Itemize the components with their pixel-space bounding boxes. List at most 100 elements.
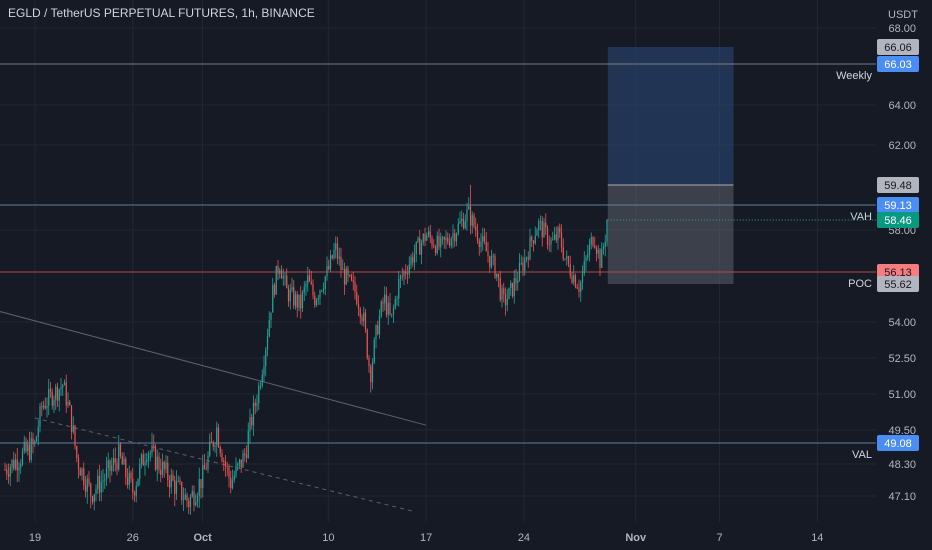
candle xyxy=(392,304,395,323)
candle xyxy=(364,308,367,333)
candle xyxy=(335,236,337,259)
candle xyxy=(345,265,347,286)
candle xyxy=(504,287,507,316)
candle xyxy=(319,289,321,306)
candle xyxy=(123,452,125,465)
x-tick-label: 26 xyxy=(127,532,139,544)
candle xyxy=(44,397,46,410)
x-tick-label: 7 xyxy=(716,532,722,544)
candle xyxy=(202,454,204,498)
candle xyxy=(275,265,277,295)
candle xyxy=(385,286,388,318)
time-axis[interactable]: 19 26 Oct 10 17 24 Nov 7 14 xyxy=(0,522,876,550)
candle xyxy=(461,210,463,227)
position-target-zone[interactable] xyxy=(607,47,734,185)
candle xyxy=(231,469,234,490)
candle xyxy=(513,270,515,304)
candle xyxy=(473,212,475,229)
candle xyxy=(408,256,410,279)
candle xyxy=(454,229,456,247)
candle xyxy=(158,452,160,474)
candle xyxy=(289,283,291,310)
candle xyxy=(254,398,256,415)
candle xyxy=(224,455,227,477)
candle xyxy=(160,458,162,483)
candle xyxy=(74,424,76,450)
candle xyxy=(587,245,589,261)
candle xyxy=(357,295,360,317)
candle xyxy=(83,462,85,490)
candle xyxy=(81,467,83,481)
candle xyxy=(476,223,479,245)
candle xyxy=(574,273,577,289)
candle xyxy=(321,289,323,293)
candle xyxy=(438,228,440,251)
candle xyxy=(483,228,486,245)
candle xyxy=(196,492,199,508)
candle xyxy=(492,253,494,266)
y-tick-label: 52.50 xyxy=(888,353,916,365)
long-position-tool[interactable] xyxy=(607,47,734,284)
candle xyxy=(475,217,477,237)
position-stop-zone[interactable] xyxy=(607,185,734,284)
candle xyxy=(440,232,442,258)
candle xyxy=(602,243,605,255)
candle xyxy=(296,291,298,318)
candle xyxy=(356,284,358,306)
candle xyxy=(263,355,265,382)
candle xyxy=(32,432,34,454)
candle xyxy=(58,388,60,412)
candle xyxy=(230,470,232,494)
candle xyxy=(149,449,151,462)
candle xyxy=(153,434,155,452)
candle xyxy=(291,277,293,293)
candle xyxy=(546,225,549,250)
candle xyxy=(93,493,95,511)
candle xyxy=(144,453,146,476)
candle xyxy=(259,380,262,390)
candle xyxy=(279,267,281,279)
candle xyxy=(606,218,608,247)
candle xyxy=(114,447,116,472)
candle xyxy=(368,355,370,373)
candle xyxy=(130,470,132,483)
candle xyxy=(405,264,407,280)
candle xyxy=(429,224,431,244)
candle xyxy=(462,212,465,230)
candle xyxy=(545,213,547,236)
candle xyxy=(501,284,503,308)
candle xyxy=(541,216,543,247)
candle xyxy=(310,270,312,286)
candle xyxy=(566,250,568,266)
candle xyxy=(510,280,512,296)
candle xyxy=(436,231,438,255)
trendline-1[interactable] xyxy=(0,299,427,426)
candle xyxy=(490,249,493,269)
candle xyxy=(468,197,470,210)
chart-title: EGLD / TetherUS PERPETUAL FUTURES, 1h, B… xyxy=(8,6,315,20)
candle xyxy=(380,299,382,318)
svg-text:49.08: 49.08 xyxy=(884,438,912,450)
candle xyxy=(413,244,416,271)
time-axis-bg[interactable] xyxy=(0,522,876,550)
candle xyxy=(258,382,260,410)
candle xyxy=(200,479,202,499)
candle xyxy=(111,457,113,476)
candle xyxy=(137,478,139,487)
candle xyxy=(515,268,517,291)
candle xyxy=(406,265,409,284)
candle xyxy=(245,445,248,464)
candle xyxy=(487,242,489,263)
candle xyxy=(534,226,536,245)
candle xyxy=(539,215,542,231)
candle xyxy=(333,242,335,261)
candle xyxy=(525,256,528,263)
candle xyxy=(7,463,10,484)
candle xyxy=(307,266,309,292)
candle xyxy=(361,314,363,326)
candle xyxy=(595,245,598,262)
candle xyxy=(34,439,36,447)
grid xyxy=(0,0,876,522)
candle xyxy=(531,235,533,247)
